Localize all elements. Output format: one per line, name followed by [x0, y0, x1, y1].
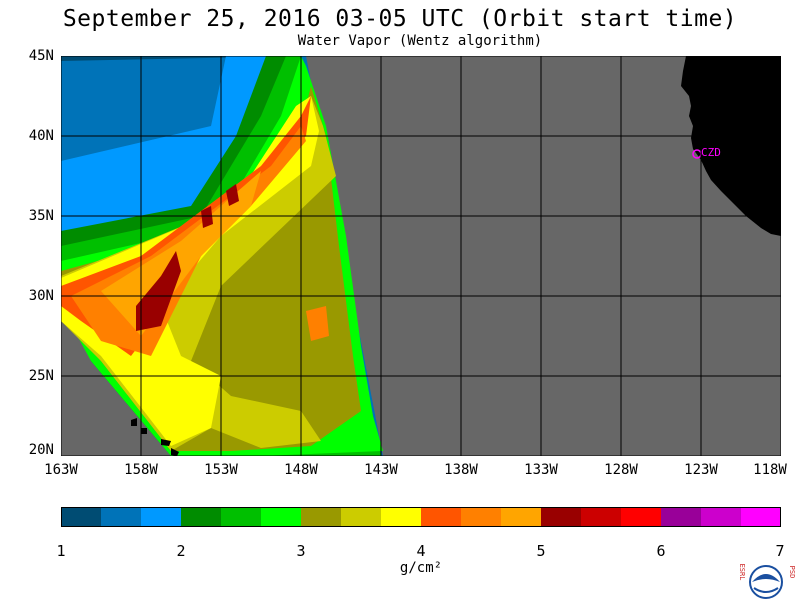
lon-label-133w: 133W	[524, 462, 558, 478]
lon-label-148w: 148W	[284, 462, 318, 478]
noaa-logo-text: NOAA	[759, 581, 774, 587]
colorbar-swatch	[541, 507, 582, 527]
island-hawaii-3	[161, 439, 171, 446]
colorbar-tick-3: 3	[296, 542, 306, 560]
colorbar-swatch	[181, 507, 222, 527]
colorbar-swatch	[141, 507, 182, 527]
lat-label-45n: 45N	[28, 48, 54, 64]
esrl-letters: ESRL	[738, 564, 746, 581]
lon-label-123w: 123W	[684, 462, 718, 478]
colorbar-swatch	[661, 507, 702, 527]
lon-label-118w: 118W	[753, 462, 787, 478]
colorbar	[61, 507, 781, 527]
colorbar-swatch	[221, 507, 262, 527]
colorbar-units: g/cm²	[399, 560, 443, 576]
colorbar-swatch	[301, 507, 342, 527]
lat-label-40n: 40N	[28, 128, 54, 144]
colorbar-swatch	[621, 507, 662, 527]
colorbar-swatch	[501, 507, 542, 527]
colorbar-swatch	[421, 507, 462, 527]
colorbar-tick-1: 1	[56, 542, 66, 560]
colorbar-swatch	[341, 507, 382, 527]
colorbar-swatch	[461, 507, 502, 527]
colorbar-swatch	[381, 507, 422, 527]
chart-title: September 25, 2016 03-05 UTC (Orbit star…	[62, 6, 738, 32]
lon-label-143w: 143W	[364, 462, 398, 478]
island-hawaii-4	[171, 448, 179, 456]
colorbar-tick-4: 4	[416, 542, 426, 560]
lat-label-30n: 30N	[28, 288, 54, 304]
noaa-esrl-psd-logo: NOAA ESRL PSD	[738, 564, 796, 599]
colorbar-border	[61, 507, 781, 527]
island-hawaii-2	[141, 428, 147, 434]
lon-label-128w: 128W	[604, 462, 638, 478]
colorbar-swatch	[101, 507, 142, 527]
colorbar-tick-2: 2	[176, 542, 186, 560]
swath-band-dark-red-3	[201, 206, 213, 228]
lon-label-158w: 158W	[124, 462, 158, 478]
chart-subtitle: Water Vapor (Wentz algorithm)	[297, 33, 543, 49]
swath-band-dark-red-2	[226, 184, 239, 206]
colorbar-tick-7: 7	[775, 542, 785, 560]
lat-label-20n: 20N	[28, 442, 54, 458]
island-hawaii-1	[131, 418, 137, 426]
lon-label-138w: 138W	[444, 462, 478, 478]
lon-label-163w: 163W	[44, 462, 78, 478]
cape-mendocino-detail	[701, 156, 713, 168]
water-vapor-map: CZD	[61, 56, 781, 456]
swath-band-dark-red	[136, 251, 181, 331]
psd-letters: PSD	[788, 566, 796, 579]
lat-label-25n: 25N	[28, 368, 54, 384]
noaa-logo-bird	[752, 574, 780, 582]
lon-label-153w: 153W	[204, 462, 238, 478]
north-america-land	[681, 56, 781, 236]
lat-label-35n: 35N	[28, 208, 54, 224]
colorbar-swatch	[701, 507, 742, 527]
grid-lines	[61, 56, 781, 456]
colorbar-swatch	[61, 507, 102, 527]
colorbar-swatch	[581, 507, 622, 527]
swath-band-orange-patch	[306, 306, 329, 341]
colorbar-tick-6: 6	[656, 542, 666, 560]
noaa-logo-wave	[753, 587, 779, 593]
colorbar-swatch	[261, 507, 302, 527]
station-label-czd: CZD	[701, 146, 721, 159]
colorbar-tick-5: 5	[536, 542, 546, 560]
colorbar-swatch	[741, 507, 781, 527]
